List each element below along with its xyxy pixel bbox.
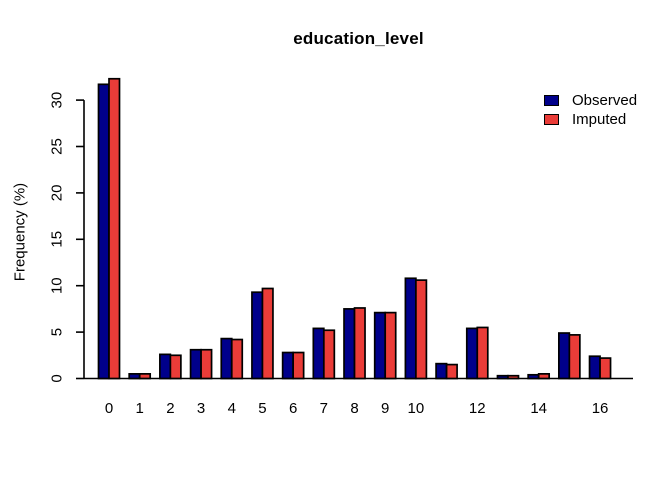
bar-imputed-7 [322, 329, 336, 380]
bar-imputed-6 [292, 351, 305, 380]
y-tick-label: 5 [49, 328, 66, 336]
bar-imputed-5 [261, 287, 274, 380]
bar-observed-16 [588, 355, 601, 380]
y-tick-label: 25 [49, 138, 66, 155]
bar-observed-7 [312, 327, 325, 380]
bar-imputed-12 [476, 326, 489, 380]
bar-imputed-2 [169, 354, 182, 380]
bar-imputed-16 [599, 357, 612, 380]
bar-imputed-10 [415, 279, 428, 380]
x-tick-label: 9 [381, 400, 389, 417]
bar-observed-6 [281, 351, 294, 380]
y-tick-label: 10 [49, 277, 66, 294]
bar-imputed-13 [507, 374, 520, 380]
bar-imputed-9 [384, 311, 397, 380]
legend-label-imputed: Imputed [572, 111, 627, 128]
bar-observed-5 [251, 291, 264, 380]
legend-swatch-observed [544, 95, 559, 106]
legend-label-observed: Observed [572, 92, 638, 109]
y-tick-label: 15 [49, 231, 66, 248]
bar-imputed-0 [108, 77, 121, 380]
bar-observed-14 [527, 373, 540, 380]
x-tick-label: 12 [469, 400, 486, 417]
x-tick-label: 7 [320, 400, 328, 417]
legend: Observed Imputed [544, 91, 637, 129]
x-tick-label: 6 [289, 400, 297, 417]
bar-observed-11 [435, 362, 448, 380]
legend-item-imputed: Imputed [544, 110, 637, 129]
bar-imputed-1 [138, 373, 152, 380]
bar-observed-12 [465, 327, 479, 380]
bar-imputed-15 [568, 334, 581, 380]
bar-observed-15 [557, 332, 571, 380]
bar-imputed-4 [230, 338, 244, 380]
bar-imputed-3 [200, 348, 213, 380]
bar-observed-9 [373, 311, 387, 380]
bar-observed-1 [128, 373, 141, 380]
bar-imputed-11 [445, 363, 458, 380]
x-tick-label: 16 [592, 400, 609, 417]
bar-observed-13 [496, 374, 509, 380]
x-tick-label: 8 [350, 400, 358, 417]
bar-imputed-14 [537, 373, 551, 380]
bar-observed-8 [343, 308, 356, 380]
bar-observed-4 [220, 337, 233, 380]
x-tick-label: 4 [228, 400, 236, 417]
bar-observed-2 [159, 353, 172, 380]
y-tick-label: 30 [49, 92, 66, 109]
x-tick-label: 1 [136, 400, 144, 417]
bar-observed-0 [97, 83, 110, 380]
legend-item-observed: Observed [544, 91, 637, 110]
bar-imputed-8 [353, 307, 366, 380]
x-tick-label: 0 [105, 400, 113, 417]
x-tick-label: 5 [258, 400, 266, 417]
x-tick-label: 3 [197, 400, 205, 417]
bar-observed-10 [404, 277, 417, 380]
chart-title: education_level [293, 29, 424, 48]
legend-swatch-imputed [544, 114, 559, 125]
x-tick-label: 2 [166, 400, 174, 417]
bar-observed-3 [189, 348, 202, 380]
x-tick-label: 14 [530, 400, 547, 417]
x-tick-label: 10 [408, 400, 425, 417]
y-tick-label: 20 [49, 185, 66, 202]
y-tick-label: 0 [49, 374, 66, 382]
